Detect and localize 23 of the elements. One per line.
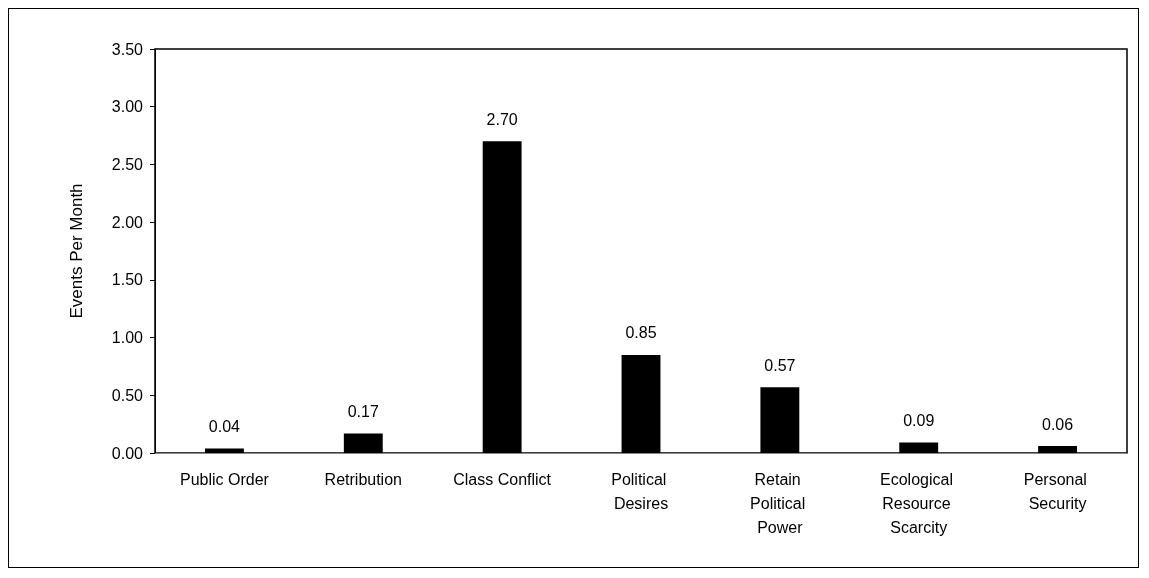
y-tick-label: 2.00 — [111, 213, 144, 231]
x-tick-label: Personal Security — [1023, 470, 1092, 512]
x-tick-label: Public Order — [179, 470, 270, 488]
data-label: 0.04 — [208, 417, 241, 435]
data-label: 0.09 — [903, 412, 935, 430]
y-tick-label: 1.00 — [111, 329, 144, 347]
y-tick-label: 0.00 — [111, 444, 144, 462]
data-label: 0.17 — [347, 402, 379, 420]
y-axis-title: Events Per Month — [67, 183, 86, 319]
data-label: 0.85 — [625, 324, 657, 342]
x-tick-label: Ecological Resource Scarcity — [880, 470, 958, 536]
y-tick-label: 0.50 — [111, 386, 144, 404]
x-tick-label: Political Desires — [611, 470, 671, 512]
y-tick-label: 2.50 — [111, 155, 144, 173]
y-tick-label: 3.00 — [111, 98, 144, 116]
y-tick-label: 1.50 — [111, 271, 144, 289]
data-label: 2.70 — [486, 110, 518, 128]
data-label: 0.57 — [764, 356, 796, 374]
x-tick-label: Retain Political Power — [750, 470, 810, 536]
data-label: 0.06 — [1042, 415, 1074, 433]
x-tick-label: Retribution — [324, 470, 402, 488]
y-tick-label: 3.50 — [111, 40, 144, 58]
x-tick-label: Class Conflict — [453, 470, 552, 488]
